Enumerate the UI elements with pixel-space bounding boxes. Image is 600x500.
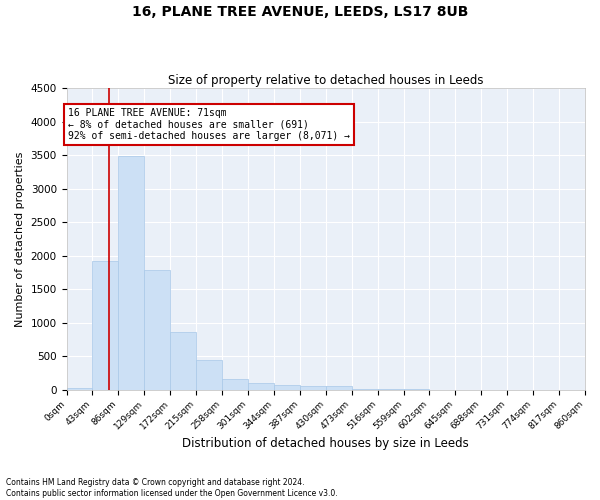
Bar xyxy=(67,388,92,390)
Bar xyxy=(300,386,326,390)
Bar xyxy=(170,332,196,390)
Bar xyxy=(352,389,377,390)
Text: Contains HM Land Registry data © Crown copyright and database right 2024.
Contai: Contains HM Land Registry data © Crown c… xyxy=(6,478,338,498)
Title: Size of property relative to detached houses in Leeds: Size of property relative to detached ho… xyxy=(168,74,484,87)
Bar xyxy=(196,360,222,390)
Text: 16, PLANE TREE AVENUE, LEEDS, LS17 8UB: 16, PLANE TREE AVENUE, LEEDS, LS17 8UB xyxy=(132,5,468,19)
Bar xyxy=(118,156,144,390)
Bar xyxy=(144,270,170,390)
X-axis label: Distribution of detached houses by size in Leeds: Distribution of detached houses by size … xyxy=(182,437,469,450)
Bar xyxy=(248,383,274,390)
Text: 16 PLANE TREE AVENUE: 71sqm
← 8% of detached houses are smaller (691)
92% of sem: 16 PLANE TREE AVENUE: 71sqm ← 8% of deta… xyxy=(68,108,350,142)
Bar xyxy=(222,380,248,390)
Y-axis label: Number of detached properties: Number of detached properties xyxy=(15,151,25,326)
Bar xyxy=(92,261,118,390)
Bar xyxy=(274,386,300,390)
Bar xyxy=(326,386,352,390)
